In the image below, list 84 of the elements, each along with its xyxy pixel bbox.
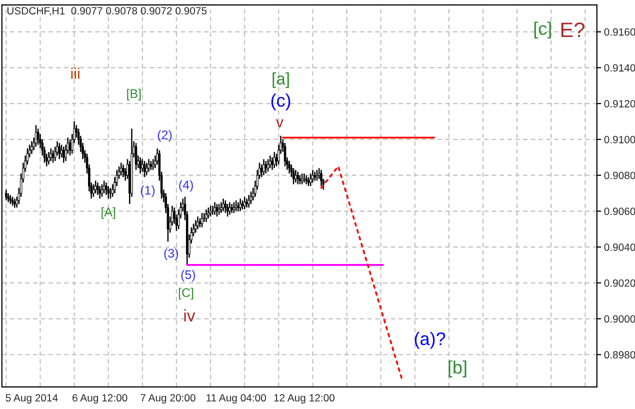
candlestick <box>143 160 146 178</box>
candlestick <box>234 200 238 212</box>
annotation: (3) <box>164 248 178 260</box>
candlestick <box>296 171 299 185</box>
y-tick-label: 0.8980 <box>604 351 635 359</box>
annotation: [c] <box>534 22 551 39</box>
candlestick <box>96 182 99 196</box>
candlestick <box>102 180 106 194</box>
x-tick-label: 12 Aug 12:00 <box>274 394 334 404</box>
y-tick-label: 0.9040 <box>604 244 635 251</box>
candlestick <box>200 212 204 228</box>
candlestick <box>48 151 50 166</box>
candlestick <box>266 158 270 172</box>
y-tick-label: 0.9120 <box>604 100 635 108</box>
annotation: (1) <box>140 186 155 198</box>
candlestick <box>30 140 33 154</box>
candlestick <box>316 169 318 182</box>
candlestick <box>209 205 212 218</box>
candlestick <box>139 156 142 174</box>
candlestick <box>58 142 61 160</box>
candlestick <box>34 124 38 148</box>
candlestick <box>105 182 108 196</box>
x-tick-label: 6 Aug 12:00 <box>72 394 128 404</box>
candlestick <box>312 169 314 184</box>
x-tick-label: 5 Aug 2014 <box>6 394 58 404</box>
candlestick <box>94 180 97 194</box>
candlestick <box>248 194 250 208</box>
y-tick-label: 0.9140 <box>604 64 635 72</box>
candlestick <box>309 172 312 187</box>
candlestick <box>148 158 150 172</box>
candlestick <box>216 203 218 218</box>
candlestick <box>36 128 40 146</box>
y-tick-label: 0.9100 <box>604 136 635 144</box>
candlestick <box>214 202 216 216</box>
annotation: iv <box>184 309 196 322</box>
candlestick <box>243 196 246 210</box>
annotation: iii <box>71 68 80 79</box>
candlestick <box>146 162 148 176</box>
annotation: v <box>276 119 284 128</box>
annotation: [b] <box>448 360 466 378</box>
y-tick-label: 0.9000 <box>604 315 635 323</box>
annotation: (a)? <box>414 332 446 349</box>
candlestick <box>152 158 154 171</box>
y-tick-label: 0.9020 <box>604 279 635 287</box>
candlestick <box>196 216 199 230</box>
annotation: (5) <box>181 270 196 282</box>
x-tick-label: 11 Aug 04:00 <box>206 394 266 404</box>
y-tick-label: 0.9080 <box>604 172 635 180</box>
candlestick <box>269 154 272 169</box>
candlestick <box>220 202 222 214</box>
candlestick <box>222 198 224 212</box>
candlestick <box>224 200 227 214</box>
candlestick <box>228 202 231 216</box>
annotation: [A] <box>102 207 116 219</box>
candlestick <box>207 206 210 219</box>
candlestick <box>284 142 286 167</box>
annotation: (2) <box>158 130 172 142</box>
candlestick <box>107 185 110 200</box>
candlestick <box>264 160 268 174</box>
candlestick <box>273 151 276 169</box>
x-tick-label: 7 Aug 20:00 <box>140 394 196 404</box>
annotation: [C] <box>178 288 194 300</box>
annotation: E? <box>561 22 584 38</box>
candlestick <box>320 169 322 187</box>
annotation: [a] <box>272 72 289 88</box>
annotation: (4) <box>179 180 193 192</box>
candlestick <box>218 203 220 216</box>
annotation: (c) <box>271 94 290 110</box>
candlestick <box>205 208 208 223</box>
candlestick <box>262 158 265 176</box>
chart-title: USDCHF,H1 0.9077 0.9078 0.9072 0.9075 <box>7 7 207 16</box>
candlestick <box>98 185 101 200</box>
candlestick <box>288 160 290 174</box>
candlestick <box>122 164 124 178</box>
candlestick <box>5 189 8 202</box>
annotation: [B] <box>127 88 141 101</box>
candlestick <box>239 198 242 212</box>
candlestick <box>226 203 229 218</box>
y-tick-label: 0.9060 <box>604 208 635 216</box>
candlestick <box>232 202 236 214</box>
candlestick <box>194 220 197 234</box>
candlestick <box>50 148 52 162</box>
y-tick-label: 0.9160 <box>604 28 635 36</box>
candlestick <box>300 172 304 185</box>
